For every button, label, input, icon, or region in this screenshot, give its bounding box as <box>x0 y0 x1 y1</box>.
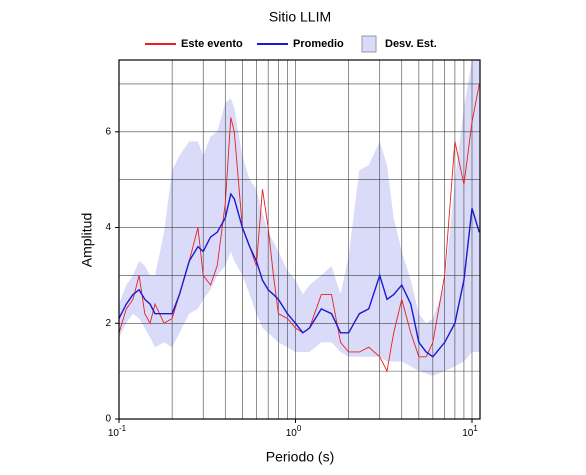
tick-exponent: 0 <box>297 424 302 433</box>
x-tick-label: 100 <box>286 424 302 439</box>
plot-frame <box>118 59 481 420</box>
tick-exponent: 1 <box>473 424 478 433</box>
legend-label: Desv. Est. <box>385 38 437 50</box>
y-tick-label: 0 <box>105 414 111 425</box>
tick-base: 10 <box>462 428 474 439</box>
x-tick-label: 10-1 <box>108 424 127 439</box>
tick-base: 10 <box>108 428 120 439</box>
x-axis-label: Periodo (s) <box>266 449 334 465</box>
series-line <box>118 192 480 358</box>
y-tick-label: 2 <box>105 318 111 329</box>
y-tick-label: 6 <box>105 126 111 137</box>
y-tick-label: 4 <box>105 222 111 233</box>
legend-swatch <box>361 35 377 53</box>
legend-label: Este evento <box>181 38 243 50</box>
series-line <box>118 83 480 373</box>
x-tick-label: 101 <box>462 424 478 439</box>
chart-title: Sitio LLIM <box>269 9 331 25</box>
y-axis-label: Amplitud <box>79 213 95 267</box>
legend-label: Promedio <box>293 38 344 50</box>
tick-exponent: -1 <box>119 424 127 433</box>
tick-base: 10 <box>286 428 298 439</box>
